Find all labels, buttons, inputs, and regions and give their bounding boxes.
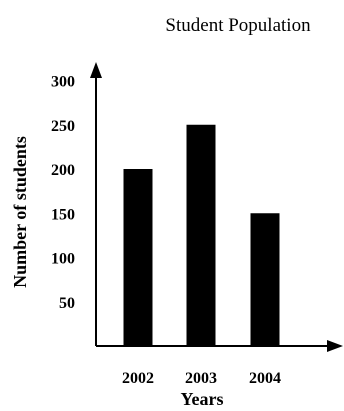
y-tick-label: 300 xyxy=(51,74,75,91)
x-tick-labels: 2002 2003 2004 xyxy=(122,370,281,387)
y-tick-label: 200 xyxy=(51,162,75,179)
y-axis-label: Number of students xyxy=(10,136,30,288)
x-axis-label: Years xyxy=(181,389,224,409)
x-tick-label: 2003 xyxy=(185,370,217,387)
chart-title: Student Population xyxy=(165,15,311,36)
bar-2004 xyxy=(250,213,280,346)
y-tick-labels: 50 100 150 200 250 300 xyxy=(51,74,75,312)
bar-2002 xyxy=(123,169,153,346)
x-axis-arrow xyxy=(327,340,343,352)
x-tick-label: 2002 xyxy=(122,370,154,387)
x-tick-label: 2004 xyxy=(249,370,281,387)
y-tick-label: 50 xyxy=(59,295,75,312)
y-axis-arrow xyxy=(90,62,102,78)
y-tick-label: 100 xyxy=(51,251,75,268)
y-tick-label: 150 xyxy=(51,206,75,223)
y-tick-label: 250 xyxy=(51,118,75,135)
bar-2003 xyxy=(186,124,216,346)
bars xyxy=(123,124,280,346)
